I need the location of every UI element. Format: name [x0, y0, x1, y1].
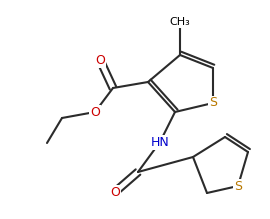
- Text: HN: HN: [151, 136, 169, 148]
- Text: O: O: [90, 106, 100, 118]
- Text: S: S: [209, 97, 217, 110]
- Text: O: O: [110, 185, 120, 198]
- Text: S: S: [234, 180, 242, 193]
- Text: CH₃: CH₃: [170, 17, 190, 27]
- Text: O: O: [95, 53, 105, 67]
